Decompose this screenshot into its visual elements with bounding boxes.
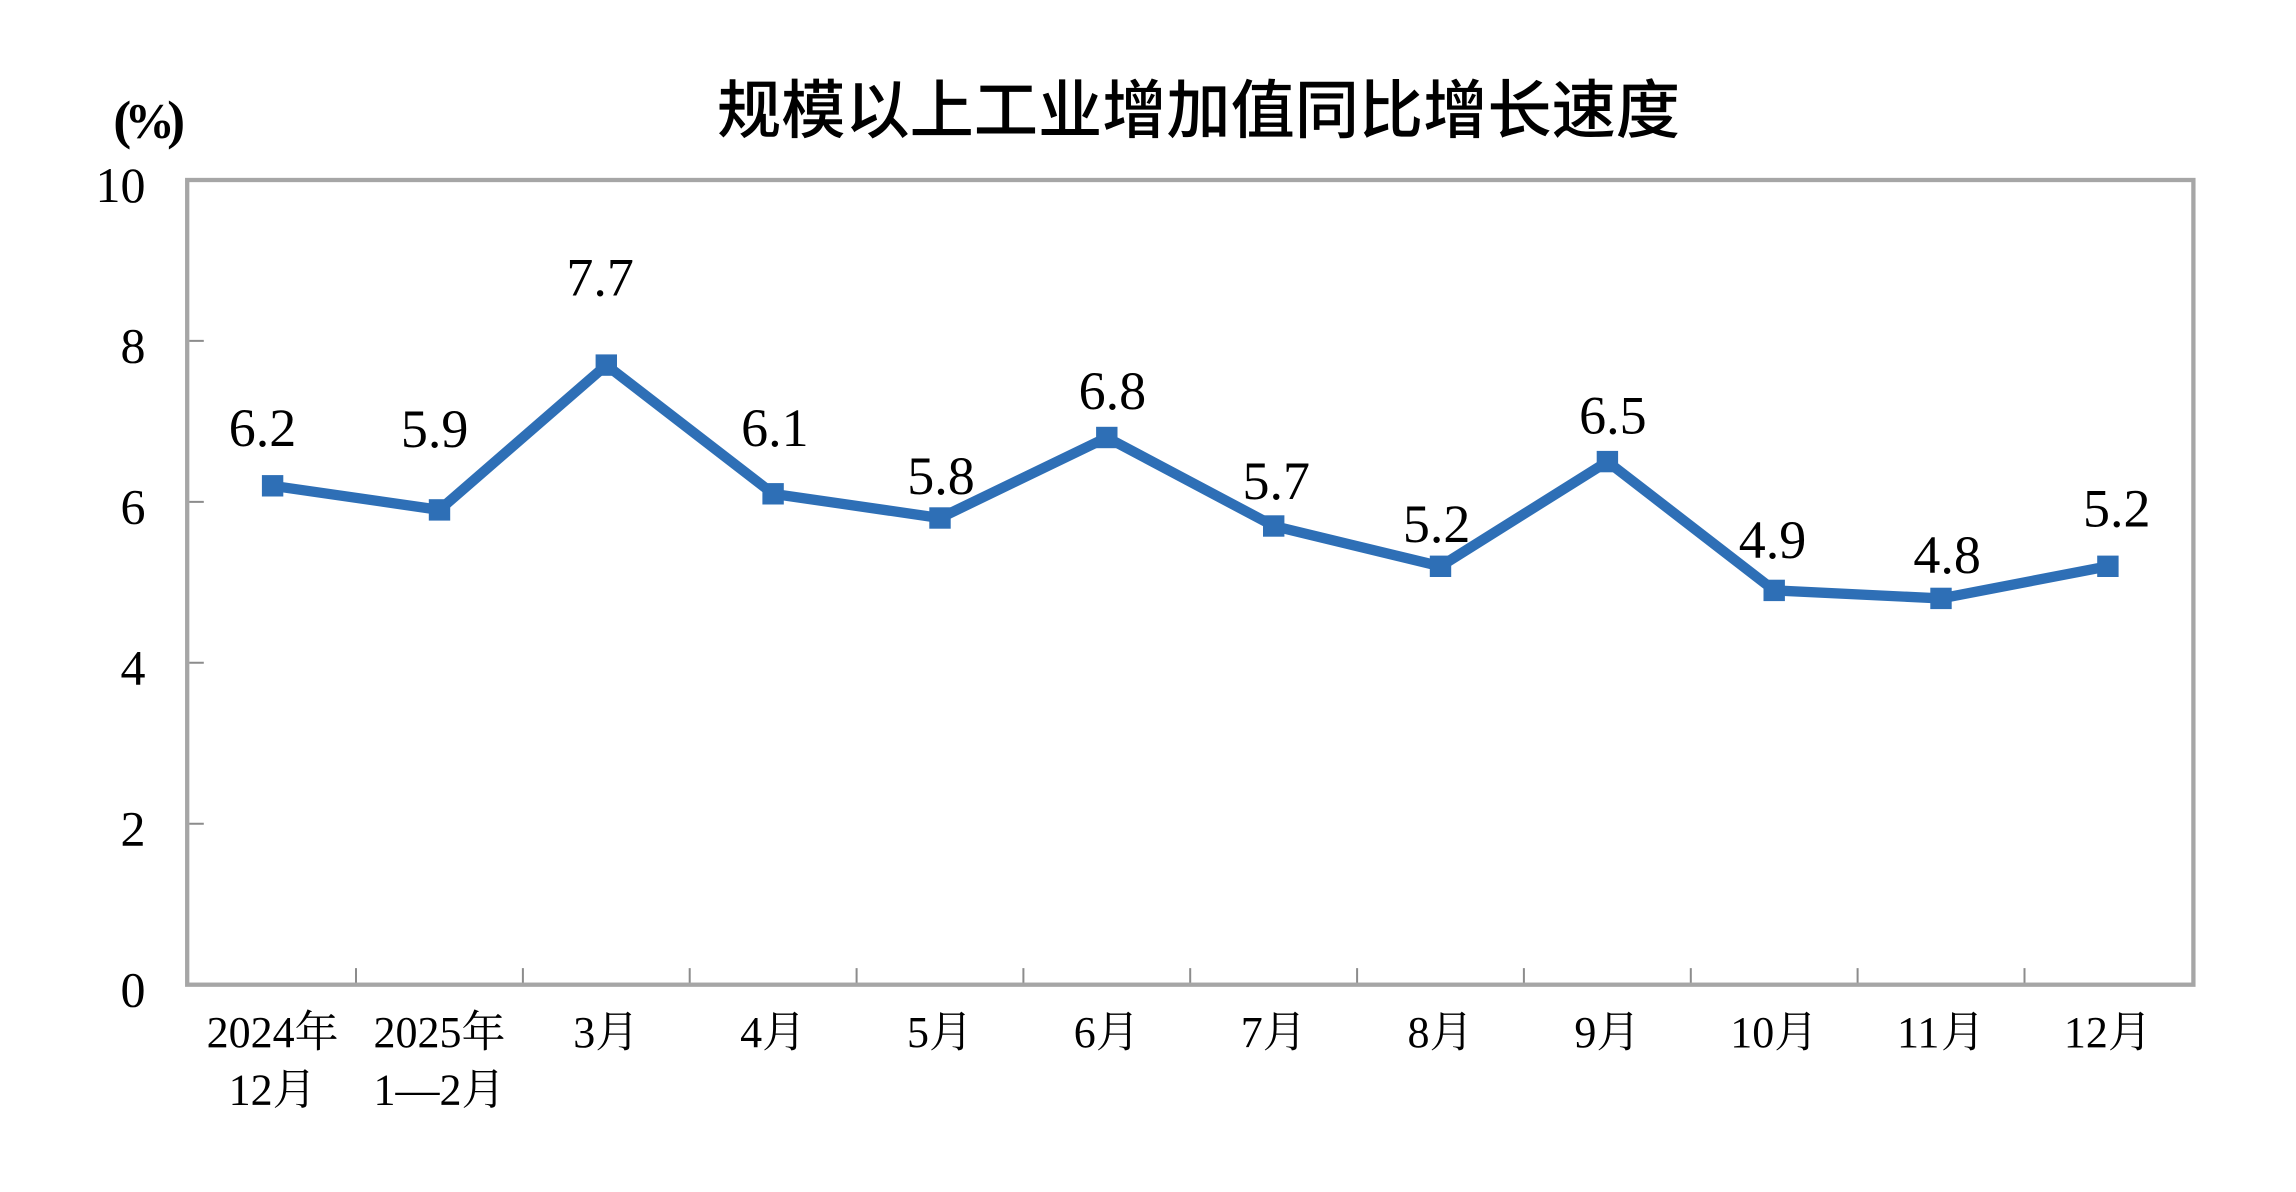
svg-text:4.8: 4.8 [1913,525,1981,585]
svg-text:6.5: 6.5 [1579,386,1647,446]
svg-text:2024: 2024 [207,1008,295,1057]
svg-text:10: 10 [96,157,146,213]
svg-text:4: 4 [740,1008,762,1057]
svg-text:%: % [125,93,175,149]
svg-text:7: 7 [1241,1008,1263,1057]
svg-text:6: 6 [121,479,146,535]
svg-text:5.2: 5.2 [1403,494,1471,554]
svg-text:1—2: 1—2 [374,1066,462,1115]
svg-text:7.7: 7.7 [566,248,634,308]
svg-text:6.1: 6.1 [741,398,809,458]
svg-text:0: 0 [121,962,146,1018]
svg-text:5.9: 5.9 [401,399,469,459]
svg-text:8: 8 [1408,1008,1430,1057]
svg-text:6.8: 6.8 [1079,361,1147,421]
svg-text:9: 9 [1574,1008,1596,1057]
svg-text:2: 2 [121,801,146,857]
svg-text:4.9: 4.9 [1739,510,1807,570]
svg-text:12: 12 [229,1066,273,1115]
svg-text:8: 8 [121,318,146,374]
svg-text:5: 5 [907,1008,929,1057]
svg-text:12: 12 [2064,1008,2108,1057]
svg-text:2025: 2025 [374,1008,462,1057]
svg-text:6.2: 6.2 [229,398,297,458]
svg-text:): ) [167,90,185,150]
svg-text:(: ( [113,90,131,150]
svg-text:5.8: 5.8 [907,446,975,506]
svg-text:4: 4 [121,640,146,696]
svg-text:11: 11 [1897,1008,1939,1057]
svg-text:5.7: 5.7 [1242,451,1310,511]
svg-text:5.2: 5.2 [2083,479,2151,539]
svg-text:10: 10 [1730,1008,1774,1057]
svg-text:3: 3 [573,1008,595,1057]
svg-text:6: 6 [1074,1008,1096,1057]
